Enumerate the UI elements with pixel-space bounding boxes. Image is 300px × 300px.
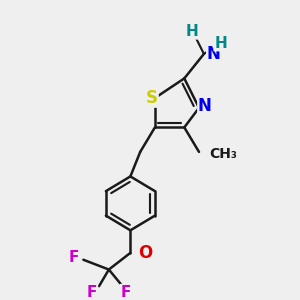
Text: N: N <box>207 45 221 63</box>
Text: H: H <box>214 36 227 51</box>
Text: H: H <box>186 24 199 39</box>
Text: F: F <box>120 285 131 300</box>
Text: F: F <box>68 250 79 265</box>
Text: N: N <box>198 97 212 115</box>
Text: F: F <box>87 285 98 300</box>
Text: S: S <box>146 89 158 107</box>
Text: CH₃: CH₃ <box>209 147 237 161</box>
Text: O: O <box>138 244 152 262</box>
